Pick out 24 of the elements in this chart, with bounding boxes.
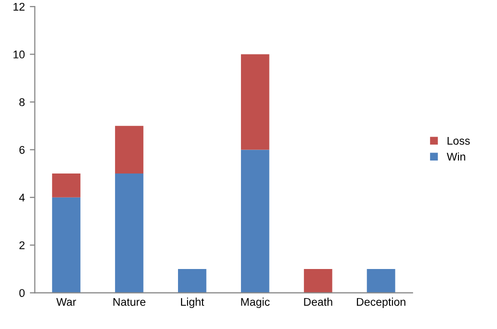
y-tick-label: 4 xyxy=(19,194,25,202)
y-tick-label: 6 xyxy=(19,146,25,154)
legend-label: Win xyxy=(446,152,466,161)
bar xyxy=(52,174,80,198)
x-tick-label: Deception xyxy=(356,298,406,308)
bar xyxy=(366,268,396,293)
bar xyxy=(178,268,206,293)
y-tick-label: 2 xyxy=(19,241,25,250)
y-tick-label: 0 xyxy=(19,289,25,297)
bar xyxy=(240,150,270,293)
x-tick-label: Magic xyxy=(241,298,270,308)
bar xyxy=(115,126,144,174)
y-tick-label: 12 xyxy=(14,2,25,11)
legend-label: Loss xyxy=(448,136,470,145)
bar xyxy=(240,54,270,150)
x-tick-label: War xyxy=(56,298,76,306)
y-tick-label: 8 xyxy=(19,98,25,106)
x-tick-label: Nature xyxy=(113,298,146,306)
bar xyxy=(304,268,332,293)
y-tick-label: 10 xyxy=(14,50,25,58)
bar xyxy=(52,197,80,293)
x-tick-label: Light xyxy=(181,298,204,308)
x-tick-label: Death xyxy=(304,298,332,306)
bar xyxy=(115,174,144,293)
